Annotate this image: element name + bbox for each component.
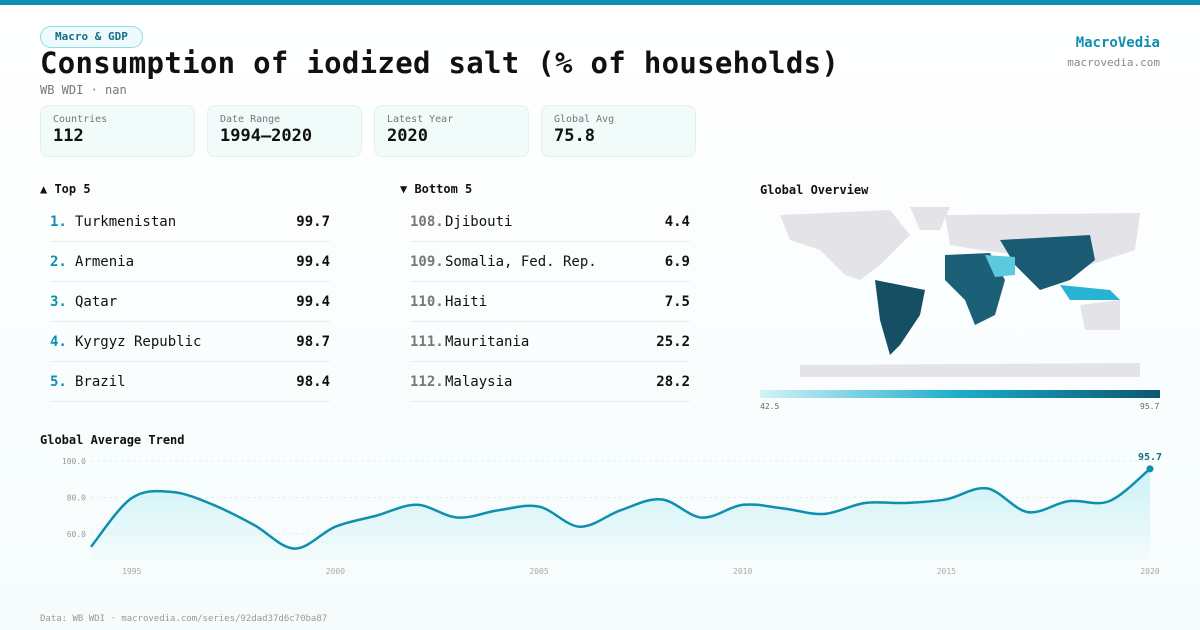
y-tick-label: 80.0 (67, 494, 86, 503)
list-item[interactable]: 109. Somalia, Fed. Rep. 6.9 (410, 242, 690, 282)
list-item[interactable]: 110. Haiti 7.5 (410, 282, 690, 322)
stat-value: 75.8 (554, 126, 595, 146)
item-name: Brazil (75, 373, 126, 390)
stat-label: Latest Year (387, 114, 454, 125)
list-item[interactable]: 2. Armenia 99.4 (50, 242, 330, 282)
y-tick-label: 100.0 (62, 457, 86, 466)
brand-logo[interactable]: MacroVedia (1075, 35, 1160, 51)
page-title: Consumption of iodized salt (% of househ… (40, 46, 840, 80)
color-scale-bar (760, 390, 1160, 398)
stat-value: 1994–2020 (220, 126, 313, 146)
world-map[interactable] (760, 205, 1160, 380)
list-item[interactable]: 112. Malaysia 28.2 (410, 362, 690, 402)
map-antarctica (800, 363, 1140, 377)
item-rank: 109. (410, 253, 444, 270)
x-tick-label: 2020 (1140, 567, 1159, 576)
item-name: Qatar (75, 293, 118, 310)
map-greenland (910, 207, 950, 230)
x-tick-label: 2005 (529, 567, 548, 576)
scale-max-label: 95.7 (1140, 402, 1160, 411)
last-value-label: 95.7 (1138, 452, 1162, 463)
list-item[interactable]: 3. Qatar 99.4 (50, 282, 330, 322)
top5-list: 1. Turkmenistan 99.7 2. Armenia 99.4 3. Qatar 99… (40, 202, 330, 402)
brand-url[interactable]: macrovedia.com (1067, 56, 1160, 69)
map-south-america (875, 280, 925, 355)
item-name: Somalia, Fed. Rep. (445, 253, 597, 270)
item-value: 99.4 (296, 253, 330, 270)
item-rank: 111. (410, 333, 444, 350)
item-name: Kyrgyz Republic (75, 333, 202, 350)
top-accent-bar (0, 0, 1200, 5)
chart-title: Global Average Trend (40, 433, 185, 447)
item-name: Turkmenistan (75, 213, 177, 230)
item-value: 98.7 (296, 333, 330, 350)
x-tick-label: 2010 (733, 567, 752, 576)
stat-value: 2020 (387, 126, 428, 146)
stat-card-global-avg: Global Avg 75.8 (541, 105, 696, 157)
stat-card-latest-year: Latest Year 2020 (374, 105, 529, 157)
x-tick-label: 2000 (326, 567, 345, 576)
x-tick-label: 2015 (937, 567, 956, 576)
item-rank: 110. (410, 293, 444, 310)
item-rank: 5. (50, 373, 67, 390)
item-rank: 112. (410, 373, 444, 390)
item-value: 4.4 (664, 213, 690, 230)
scale-min-label: 42.5 (760, 402, 780, 411)
item-rank: 1. (50, 213, 67, 230)
trend-chart: 60.0 80.0 100.0 1995 2000 2005 2010 2015 2020 95.… (62, 452, 1162, 576)
list-item[interactable]: 5. Brazil 98.4 (50, 362, 330, 402)
item-name: Mauritania (445, 333, 530, 350)
map-north-america (780, 210, 910, 280)
bottom5-list: 108. Djibouti 4.4 109. Somalia, Fed. Rep. 6.9… (400, 202, 690, 402)
item-value: 99.7 (296, 213, 330, 230)
item-name: Malaysia (445, 373, 513, 390)
item-value: 6.9 (664, 253, 690, 270)
item-value: 98.4 (296, 373, 330, 390)
map-heading: Global Overview (760, 183, 869, 197)
stat-value: 112 (53, 126, 84, 146)
top5-heading: ▲ Top 5 (40, 182, 91, 196)
data-point (1146, 465, 1154, 473)
item-name: Armenia (75, 253, 135, 270)
item-rank: 3. (50, 293, 67, 310)
item-value: 25.2 (656, 333, 690, 350)
x-tick-label: 1995 (122, 567, 141, 576)
category-badge[interactable]: Macro & GDP (40, 26, 143, 48)
list-item[interactable]: 4. Kyrgyz Republic 98.7 (50, 322, 330, 362)
map-southeast-asia (1060, 285, 1120, 300)
page-subtitle: WB WDI · nan (40, 83, 127, 97)
map-africa (945, 253, 1005, 325)
map-middle-east (985, 255, 1015, 277)
trend-line (90, 467, 1151, 550)
stat-label: Countries (53, 114, 108, 125)
list-item[interactable]: 108. Djibouti 4.4 (410, 202, 690, 242)
trend-area (91, 468, 1150, 560)
item-value: 99.4 (296, 293, 330, 310)
map-australia (1080, 300, 1120, 330)
item-name: Haiti (445, 293, 488, 310)
list-item[interactable]: 1. Turkmenistan 99.7 (50, 202, 330, 242)
item-rank: 4. (50, 333, 67, 350)
footer-source: Data: WB WDI · macrovedia.com/series/92d… (40, 614, 328, 624)
item-rank: 2. (50, 253, 67, 270)
list-item[interactable]: 111. Mauritania 25.2 (410, 322, 690, 362)
item-name: Djibouti (445, 213, 513, 230)
y-tick-label: 60.0 (67, 530, 86, 539)
stat-label: Date Range (220, 114, 281, 125)
item-rank: 108. (410, 213, 444, 230)
item-value: 7.5 (664, 293, 690, 310)
bottom5-heading: ▼ Bottom 5 (400, 182, 473, 196)
map-asia-data (1000, 235, 1095, 290)
stat-card-countries: Countries 112 (40, 105, 195, 157)
stat-card-date-range: Date Range 1994–2020 (207, 105, 362, 157)
stat-label: Global Avg (554, 114, 615, 125)
item-value: 28.2 (656, 373, 690, 390)
